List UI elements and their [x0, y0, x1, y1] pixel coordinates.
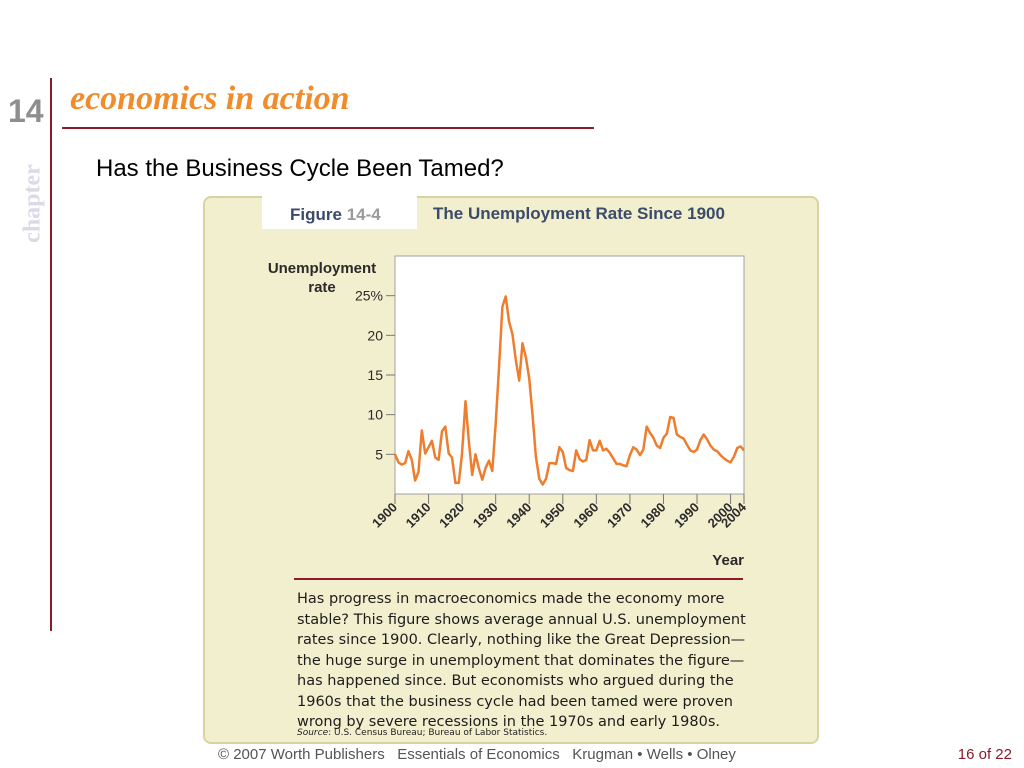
figure-number: 14-4	[346, 205, 381, 224]
x-tick-label: 1930	[470, 500, 501, 531]
chapter-number: 14	[8, 93, 44, 129]
x-tick-label: 1960	[570, 500, 601, 531]
y-axis-label-line1: Unemployment	[268, 260, 376, 277]
figure-label-word: Figure	[290, 205, 342, 224]
source-text: : U.S. Census Bureau; Bureau of Labor St…	[328, 728, 548, 738]
figure-title: The Unemployment Rate Since 1900	[433, 204, 725, 223]
caption-divider	[294, 578, 743, 580]
y-tick-label: 25%	[355, 288, 383, 304]
y-tick-label: 20	[367, 327, 383, 343]
series-line-unemployment	[393, 295, 745, 486]
x-tick-label: 1900	[369, 500, 400, 531]
y-axis-label-line2: rate	[308, 279, 336, 296]
x-tick-label: 1920	[436, 500, 467, 531]
page-number: 16 of 22	[957, 746, 1012, 763]
x-axis-label: Year	[712, 552, 744, 569]
plot-area	[394, 255, 745, 495]
figure-label: Figure 14-4	[290, 205, 381, 225]
figure-tab	[262, 196, 417, 229]
x-tick-label: 1970	[604, 500, 635, 531]
figure-source: Source: U.S. Census Bureau; Bureau of La…	[297, 728, 547, 738]
y-tick-label: 5	[375, 446, 383, 462]
x-tick-label: 1990	[671, 500, 702, 531]
x-tick-label: 1910	[403, 500, 434, 531]
left-accent-line	[50, 78, 52, 631]
section-title: economics in action	[70, 80, 350, 117]
source-label: Source	[297, 728, 329, 738]
x-tick-label: 1940	[503, 500, 534, 531]
footer-text: © 2007 Worth Publishers Essentials of Ec…	[218, 746, 736, 763]
title-divider	[62, 127, 594, 129]
slide-heading: Has the Business Cycle Been Tamed?	[96, 155, 504, 182]
figure-caption: Has progress in macroeconomics made the …	[297, 591, 746, 730]
x-tick-label: 1980	[638, 500, 669, 531]
x-tick-label: 1950	[537, 500, 568, 531]
y-tick-label: 10	[367, 407, 383, 423]
y-tick-label: 15	[367, 367, 383, 383]
